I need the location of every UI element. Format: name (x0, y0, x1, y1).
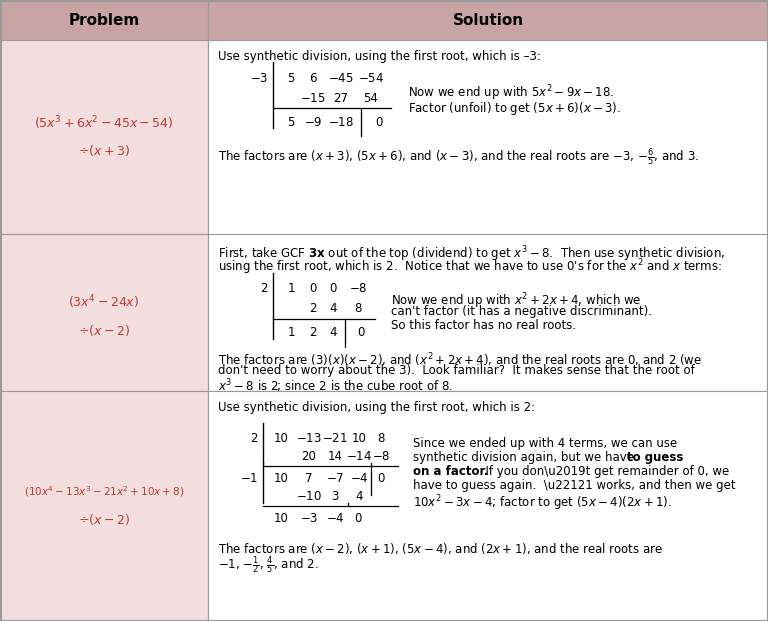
Text: Problem: Problem (68, 13, 140, 28)
Text: $\div(x+3)$: $\div(x+3)$ (78, 143, 130, 158)
Text: Factor (unfoil) to get $(5x+6)(x-3)$.: Factor (unfoil) to get $(5x+6)(x-3)$. (408, 100, 621, 117)
Bar (1, 391, 208, 620)
Text: $(5x^3+6x^2-45x-54)$: $(5x^3+6x^2-45x-54)$ (35, 114, 174, 132)
Text: $-15$: $-15$ (300, 91, 326, 104)
Text: 0: 0 (310, 283, 316, 296)
Text: Now we end up with $5x^2-9x-18$.: Now we end up with $5x^2-9x-18$. (408, 83, 614, 102)
Bar (1, 234, 208, 391)
Text: $-7$: $-7$ (326, 473, 344, 486)
Text: 10: 10 (273, 512, 289, 525)
Text: The factors are $(3)(x)(x-2)$, and $(x^2+2x+4)$, and the real roots are 0, and 2: The factors are $(3)(x)(x-2)$, and $(x^2… (218, 351, 702, 369)
Text: $\div(x-2)$: $\div(x-2)$ (78, 323, 130, 338)
Text: 7: 7 (305, 473, 313, 486)
Text: 0: 0 (329, 283, 336, 296)
Text: 10: 10 (273, 473, 289, 486)
Text: Use synthetic division, using the first root, which is 2:: Use synthetic division, using the first … (218, 401, 535, 414)
Text: The factors are $(x-2)$, $(x+1)$, $(5x-4)$, and $(2x+1)$, and the real roots are: The factors are $(x-2)$, $(x+1)$, $(5x-4… (218, 541, 663, 556)
Text: $(3x^4-24x)$: $(3x^4-24x)$ (68, 294, 140, 311)
Text: have to guess again.  \u22121 works, and then we get: have to guess again. \u22121 works, and … (413, 479, 736, 492)
Text: $-1$, $-\frac{1}{2}$, $\frac{4}{5}$, and 2.: $-1$, $-\frac{1}{2}$, $\frac{4}{5}$, and… (218, 554, 319, 576)
Bar (1, 40, 208, 234)
Text: First, take GCF $\mathbf{3x}$ out of the top (dividend) to get $x^3-8$.  Then us: First, take GCF $\mathbf{3x}$ out of the… (218, 244, 725, 263)
Text: $-8$: $-8$ (372, 450, 390, 463)
Text: 4: 4 (356, 491, 362, 504)
Text: 54: 54 (363, 91, 379, 104)
Text: 2: 2 (310, 327, 316, 340)
Text: $-18$: $-18$ (328, 116, 354, 129)
Text: $\div(x-2)$: $\div(x-2)$ (78, 512, 130, 527)
Text: $(10x^4-13x^3-21x^2+10x+8)$: $(10x^4-13x^3-21x^2+10x+8)$ (24, 484, 184, 499)
Text: 2: 2 (310, 302, 316, 315)
Bar (208, 1, 767, 40)
Text: $-3$: $-3$ (250, 71, 268, 84)
Bar (1, 1, 208, 40)
Text: $-10$: $-10$ (296, 491, 322, 504)
Text: 0: 0 (377, 473, 385, 486)
Text: The factors are $(x+3)$, $(5x+6)$, and $(x-3)$, and the real roots are $-3$, $-\: The factors are $(x+3)$, $(5x+6)$, and $… (218, 146, 699, 168)
Text: $-4$: $-4$ (349, 473, 369, 486)
Text: 14: 14 (327, 450, 343, 463)
Text: $-1$: $-1$ (240, 473, 258, 486)
Text: using the first root, which is 2.  Notice that we have to use 0's for the $x^2$ : using the first root, which is 2. Notice… (218, 257, 722, 276)
Bar (208, 391, 767, 620)
Text: $2$: $2$ (250, 432, 258, 445)
Text: Solution: Solution (452, 13, 524, 28)
Text: $-9$: $-9$ (304, 116, 323, 129)
Text: 5: 5 (287, 116, 295, 129)
Bar (208, 40, 767, 234)
Text: $-8$: $-8$ (349, 283, 367, 296)
Text: 0: 0 (357, 327, 365, 340)
Text: $-4$: $-4$ (326, 512, 344, 525)
Text: 5: 5 (287, 71, 295, 84)
Text: Since we ended up with 4 terms, we can use: Since we ended up with 4 terms, we can u… (413, 437, 677, 450)
Text: 0: 0 (376, 116, 382, 129)
Text: Use synthetic division, using the first root, which is –3:: Use synthetic division, using the first … (218, 50, 541, 63)
Text: $x^3-8$ is 2; since 2 is the cube root of 8.: $x^3-8$ is 2; since 2 is the cube root o… (218, 377, 453, 394)
Text: to guess: to guess (627, 451, 684, 464)
Text: $-13$: $-13$ (296, 432, 322, 445)
Text: can't factor (it has a negative discriminant).: can't factor (it has a negative discrimi… (391, 305, 652, 318)
Text: $-21$: $-21$ (322, 432, 348, 445)
Text: $-3$: $-3$ (300, 512, 318, 525)
Text: 8: 8 (377, 432, 385, 445)
Bar (208, 234, 767, 391)
Text: 27: 27 (333, 91, 349, 104)
Text: Now we end up with $x^2+2x+4$, which we: Now we end up with $x^2+2x+4$, which we (391, 291, 641, 310)
Text: 0: 0 (354, 512, 362, 525)
Text: 3: 3 (331, 491, 339, 504)
Text: 1: 1 (287, 327, 295, 340)
Text: 6: 6 (310, 71, 316, 84)
Text: $2$: $2$ (260, 283, 268, 296)
Text: $-14$: $-14$ (346, 450, 372, 463)
Text: 20: 20 (302, 450, 316, 463)
Text: 10: 10 (352, 432, 366, 445)
Text: 8: 8 (354, 302, 362, 315)
Text: $10x^2-3x-4$; factor to get $(5x-4)(2x+1)$.: $10x^2-3x-4$; factor to get $(5x-4)(2x+1… (413, 493, 672, 512)
Text: 1: 1 (287, 283, 295, 296)
Text: If you don\u2019t get remainder of 0, we: If you don\u2019t get remainder of 0, we (478, 465, 730, 478)
Text: don't need to worry about the 3).  Look familiar?  It makes sense that the root : don't need to worry about the 3). Look f… (218, 364, 695, 377)
Text: $-45$: $-45$ (328, 71, 354, 84)
Text: 4: 4 (329, 302, 336, 315)
Text: 4: 4 (329, 327, 336, 340)
Text: So this factor has no real roots.: So this factor has no real roots. (391, 319, 576, 332)
Text: 10: 10 (273, 432, 289, 445)
Text: $-54$: $-54$ (358, 71, 384, 84)
Text: on a factor.: on a factor. (413, 465, 488, 478)
Text: synthetic division again, but we have: synthetic division again, but we have (413, 451, 637, 464)
